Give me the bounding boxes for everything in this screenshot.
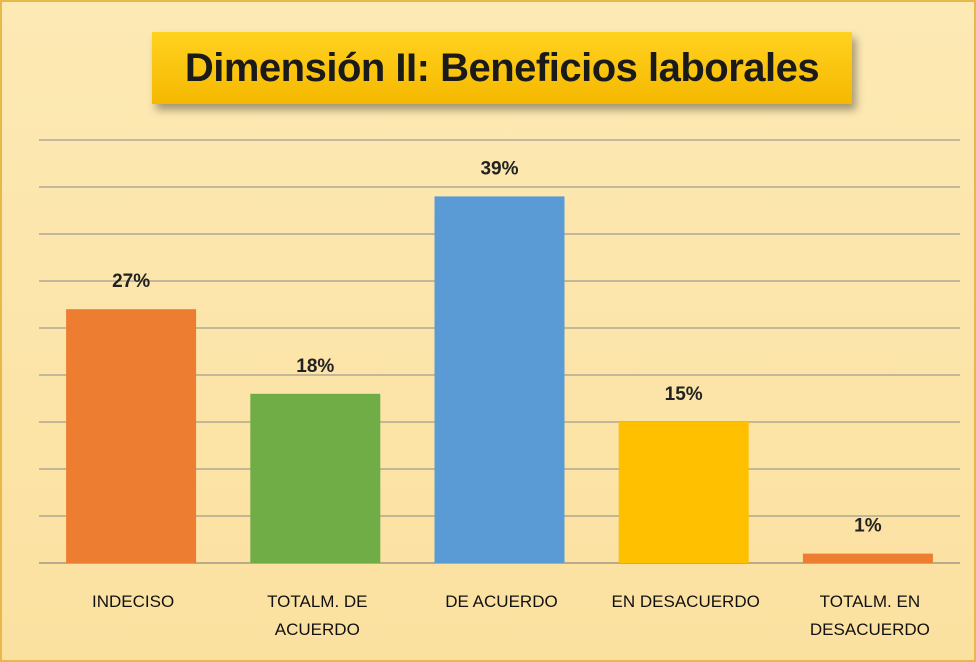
bar: [434, 196, 565, 563]
bar: [802, 553, 933, 563]
data-label: 18%: [296, 356, 334, 377]
x-tick-label: TOTALM. EN DESACUERDO: [809, 592, 930, 639]
data-label: 15%: [665, 384, 703, 405]
x-tick-label: EN DESACUERDO: [611, 592, 760, 611]
x-tick-label: INDECISO: [92, 592, 175, 611]
data-label: 1%: [854, 516, 882, 537]
data-label: 27%: [112, 271, 150, 292]
x-tick-label: DE ACUERDO: [445, 592, 558, 611]
chart-title: Dimensión II: Beneficios laborales: [152, 32, 852, 104]
x-tick-label: TOTALM. DE ACUERDO: [267, 592, 368, 639]
bar: [250, 393, 381, 563]
bar: [618, 422, 749, 563]
data-label: 39%: [480, 158, 518, 179]
bar: [66, 309, 197, 563]
